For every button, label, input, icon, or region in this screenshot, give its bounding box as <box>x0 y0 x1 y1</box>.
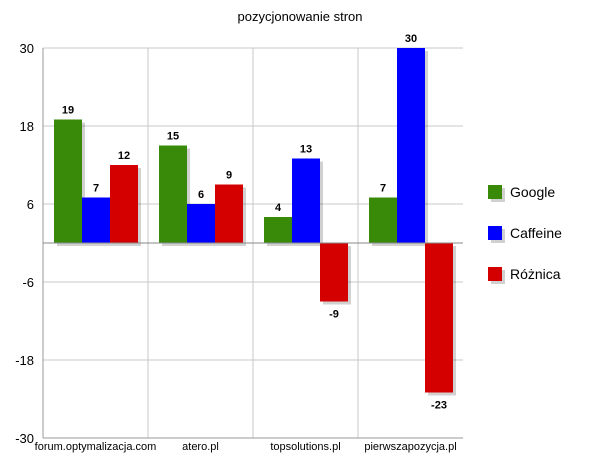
data-label: 13 <box>300 144 312 156</box>
bar <box>397 48 425 243</box>
y-tick-label: -18 <box>15 353 34 368</box>
y-tick-label: 6 <box>27 197 34 212</box>
bars <box>54 48 456 396</box>
bar <box>369 197 397 243</box>
legend-label: Różnica <box>510 266 561 282</box>
data-label: 9 <box>226 170 232 182</box>
data-label: 30 <box>405 33 417 45</box>
legend-swatch <box>488 226 502 240</box>
data-label: -9 <box>329 309 339 321</box>
y-tick-label: -30 <box>15 431 34 446</box>
chart-title: pozycjonowanie stron <box>237 9 362 24</box>
bar <box>54 119 82 243</box>
y-tick-label: -6 <box>22 275 34 290</box>
x-tick-label: forum.optymalizacja.com <box>35 441 157 453</box>
x-tick-label: pierwszapozycja.pl <box>364 441 456 453</box>
data-label: 4 <box>275 202 282 214</box>
legend-swatch <box>488 267 502 281</box>
data-label: 7 <box>93 183 99 195</box>
bar <box>110 165 138 243</box>
legend-label: Caffeine <box>510 225 562 241</box>
bar <box>82 197 110 243</box>
data-label: 6 <box>198 189 204 201</box>
x-tick-label: atero.pl <box>182 441 219 453</box>
data-label: 19 <box>62 105 74 117</box>
data-labels: 19 7 12 15 6 9 4 13 -9 7 30 -23 <box>62 33 447 412</box>
x-tick-label: topsolutions.pl <box>270 441 340 453</box>
legend: Google Caffeine Różnica <box>488 184 562 284</box>
bar <box>320 243 348 302</box>
data-label: 12 <box>118 150 130 162</box>
y-tick-label: 30 <box>20 41 34 56</box>
data-label: -23 <box>431 400 447 412</box>
y-tick-label: 18 <box>20 119 34 134</box>
legend-swatch <box>488 185 502 199</box>
bar <box>292 158 320 243</box>
data-label: 15 <box>167 131 179 143</box>
data-label: 7 <box>380 183 386 195</box>
bar <box>215 184 243 243</box>
bar <box>425 243 453 393</box>
bar <box>264 217 292 243</box>
bar <box>187 204 215 243</box>
legend-label: Google <box>510 184 555 200</box>
bar <box>159 145 187 243</box>
